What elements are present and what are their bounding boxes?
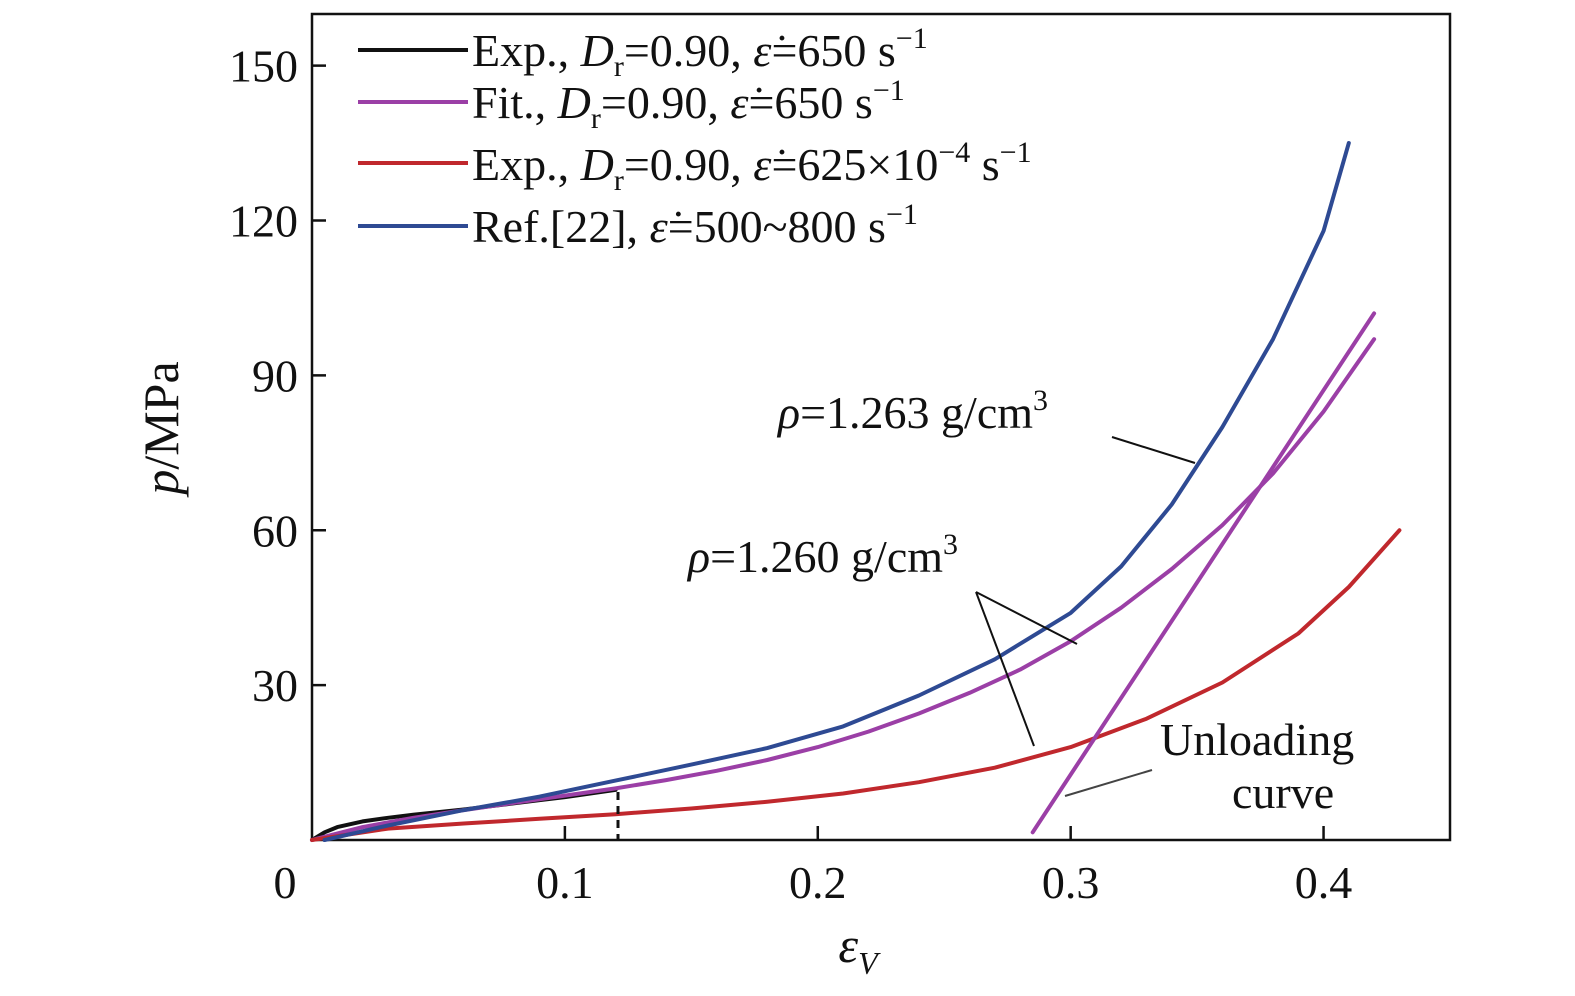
leader-unloading (1064, 769, 1153, 797)
legend-label-exp-650: Exp., Dr=0.90, ε̇=650 s−1 (472, 22, 928, 83)
x-tick-label: 0.3 (1042, 857, 1100, 908)
legend-label-fit-650: Fit., Dr=0.90, ε̇=650 s−1 (472, 74, 905, 135)
annotation-rho-1260: ρ=1.260 g/cm3 (686, 528, 958, 582)
leader-1260-a (975, 591, 1078, 645)
annotation-unloading: Unloading (1160, 714, 1354, 765)
legend-label-ref22: Ref.[22], ε̇=500~800 s−1 (472, 198, 918, 252)
y-axis-title: p/MPa (133, 361, 189, 497)
leader-1260-b (975, 591, 1035, 747)
y-tick-label: 30 (252, 660, 298, 711)
x-tick-label: 0 (274, 857, 297, 908)
annotation-rho-1263: ρ=1.263 g/cm3 (776, 384, 1048, 438)
series-line-2 (310, 528, 1402, 842)
axis-ticks: 0 0.1 0.2 0.3 0.4 30 60 90 120 150 (229, 41, 1352, 908)
series-line-3 (322, 141, 1351, 842)
y-tick-label: 120 (229, 196, 298, 247)
legend-label-exp-625: Exp., Dr=0.90, ε̇=625×10−4 s−1 (472, 136, 1032, 197)
x-tick-label: 0.1 (536, 857, 594, 908)
plot-frame (310, 12, 1452, 842)
x-tick-label: 0.4 (1295, 857, 1353, 908)
annotation-leaders (975, 436, 1196, 797)
annotation-curve: curve (1232, 767, 1334, 818)
y-tick-label: 150 (229, 41, 298, 92)
y-tick-label: 90 (252, 350, 298, 401)
series-layer (310, 141, 1402, 842)
y-tick-label: 60 (252, 505, 298, 556)
leader-1263 (1111, 436, 1196, 464)
series-line-4 (1030, 311, 1377, 835)
x-axis-title: εV (838, 917, 881, 981)
legend: Exp., Dr=0.90, ε̇=650 s−1 Fit., Dr=0.90,… (358, 22, 1032, 252)
x-tick-label: 0.2 (789, 857, 847, 908)
